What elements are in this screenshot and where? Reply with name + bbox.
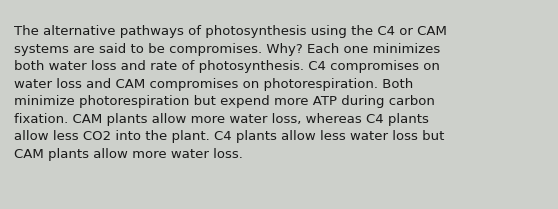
Text: The alternative pathways of photosynthesis using the C4 or CAM
systems are said : The alternative pathways of photosynthes… xyxy=(14,25,447,161)
